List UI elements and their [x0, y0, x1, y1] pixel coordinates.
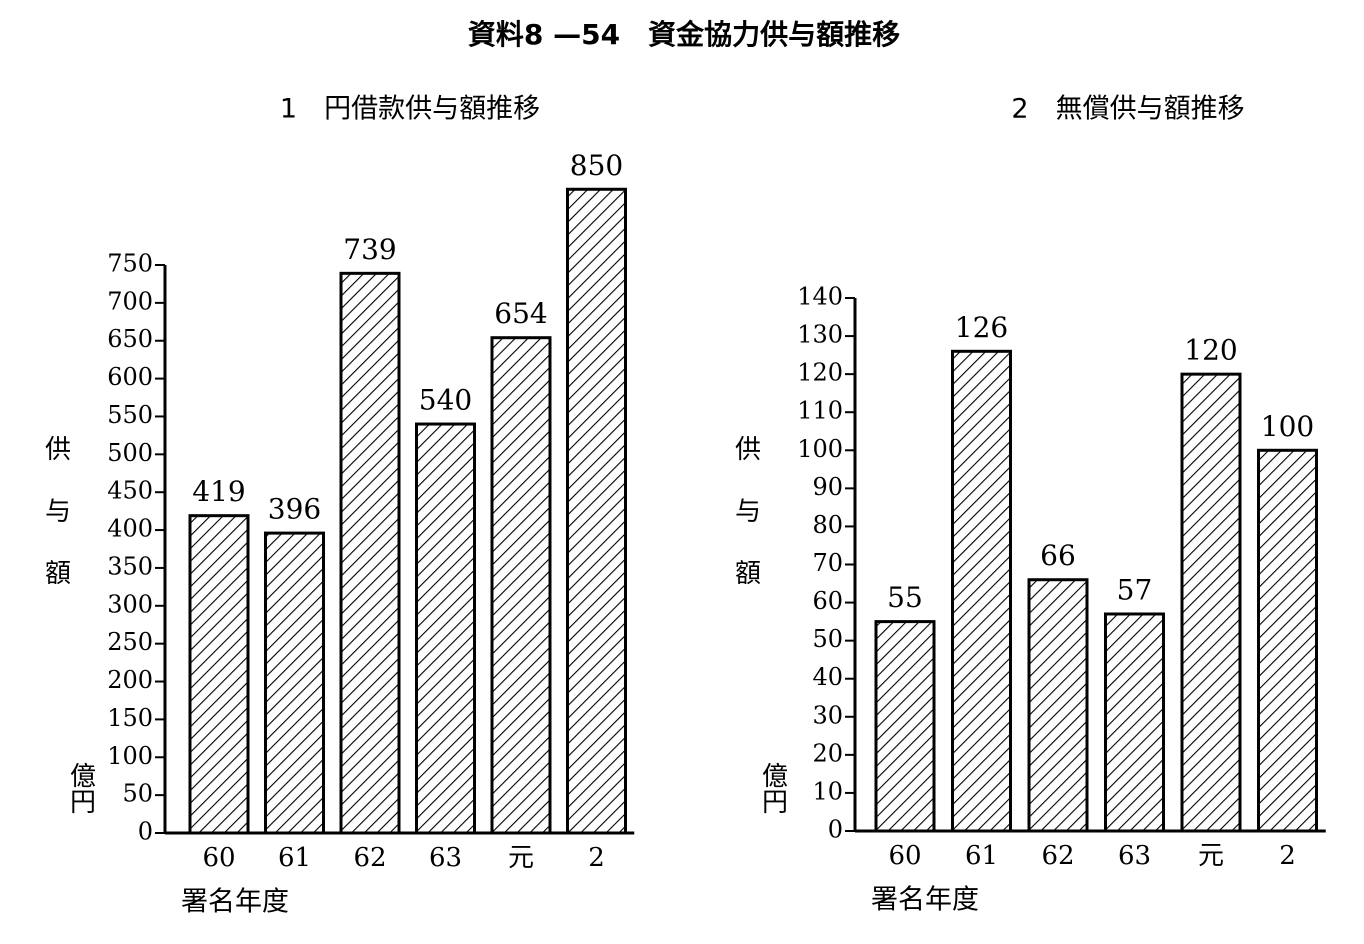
x-tick-label: 2: [588, 843, 605, 873]
value-label: 419: [192, 475, 245, 508]
value-label: 654: [494, 297, 547, 330]
y-tick-label: 150: [107, 704, 153, 732]
y-tick-label: 750: [107, 250, 153, 278]
y-axis-label: 供与額: [731, 435, 761, 621]
y-tick-label: 700: [107, 287, 153, 315]
y-tick-label: 20: [812, 739, 843, 767]
y-tick-label: 130: [797, 321, 843, 349]
y-tick-label: 650: [107, 325, 153, 353]
bar: [1104, 612, 1165, 833]
y-tick-label: 90: [812, 473, 843, 501]
y-tick-label: 250: [107, 628, 153, 656]
x-tick-label: 2: [1279, 841, 1296, 871]
bar: [188, 514, 250, 835]
y-tick-label: 60: [812, 587, 843, 615]
value-label: 66: [1040, 539, 1076, 572]
y-tick-label: 30: [812, 701, 843, 729]
bar: [264, 531, 325, 835]
chart-title: 1 円借款供与額推移: [280, 94, 540, 125]
value-label: 120: [1184, 334, 1237, 367]
bar: [1027, 578, 1089, 833]
x-tick-label: 61: [965, 841, 998, 871]
y-tick-label: 50: [812, 625, 843, 653]
x-axis-label: 署名年度: [871, 885, 979, 916]
bar: [566, 187, 627, 835]
y-tick-label: 10: [812, 777, 843, 805]
y-axis-label: 供与額: [41, 435, 71, 621]
bar: [339, 271, 401, 835]
x-tick-label: 元: [508, 843, 534, 873]
y-tick-label: 0: [138, 818, 153, 846]
y-tick-label: 0: [828, 816, 843, 844]
unit-label: 億円: [66, 762, 96, 814]
y-tick-label: 50: [122, 780, 153, 808]
x-axis-label: 署名年度: [181, 887, 289, 918]
bar: [1180, 372, 1242, 833]
x-tick-label: 60: [202, 843, 235, 873]
y-tick-label: 80: [812, 511, 843, 539]
x-tick-label: 61: [278, 843, 311, 873]
bar: [1257, 448, 1318, 833]
page-title: 資料8 —54 資金協力供与額推移: [468, 18, 900, 51]
unit-label: 億円: [758, 762, 788, 814]
chart-title: 2 無償供与額推移: [1011, 94, 1244, 125]
value-label: 739: [343, 233, 396, 266]
y-tick-label: 40: [812, 663, 843, 691]
x-tick-label: 62: [1041, 841, 1074, 871]
x-tick-label: 60: [888, 841, 921, 871]
bar: [951, 349, 1012, 833]
y-tick-label: 500: [107, 439, 153, 467]
value-label: 55: [887, 581, 923, 614]
y-tick-label: 300: [107, 590, 153, 618]
bar: [874, 620, 936, 833]
y-tick-label: 140: [797, 283, 843, 311]
y-tick-label: 200: [107, 666, 153, 694]
y-tick-label: 70: [812, 549, 843, 577]
bar: [415, 422, 476, 835]
value-label: 126: [955, 311, 1008, 344]
y-tick-label: 600: [107, 363, 153, 391]
value-label: 850: [570, 149, 623, 182]
x-tick-label: 63: [429, 843, 462, 873]
x-tick-label: 63: [1118, 841, 1151, 871]
value-label: 540: [419, 384, 472, 417]
y-tick-label: 450: [107, 477, 153, 505]
y-tick-label: 100: [107, 742, 153, 770]
y-tick-label: 550: [107, 401, 153, 429]
value-label: 100: [1261, 410, 1314, 443]
x-tick-label: 元: [1198, 841, 1224, 871]
y-tick-label: 350: [107, 552, 153, 580]
y-tick-label: 100: [797, 435, 843, 463]
value-label: 396: [268, 493, 321, 526]
y-tick-label: 120: [797, 359, 843, 387]
bar: [490, 336, 552, 835]
x-tick-label: 62: [353, 843, 386, 873]
y-tick-label: 400: [107, 515, 153, 543]
y-tick-label: 110: [797, 397, 843, 425]
value-label: 57: [1117, 573, 1153, 606]
